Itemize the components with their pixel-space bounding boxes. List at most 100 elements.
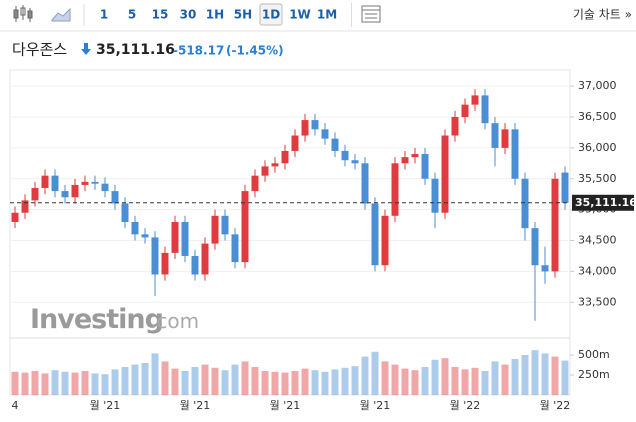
candle-body [371,203,379,266]
interval-button[interactable]: 1 [100,8,108,22]
volume-bar [251,367,259,395]
area-icon[interactable] [51,7,71,22]
candle-body [401,157,409,164]
candle-body [551,178,559,272]
candle-body [91,181,99,184]
volume-tick-label: 500m [578,348,610,361]
volume-bar [191,367,199,395]
volume-bar [271,371,279,395]
interval-button[interactable]: 15 [152,8,169,22]
volume-bar [391,364,399,395]
change: -518.17 [173,44,224,58]
candle-body [171,221,179,253]
x-tick-label: 4 [12,399,19,412]
volume-bar [351,366,359,395]
candle-body [481,95,489,124]
candle-body [431,178,439,213]
candle-body [461,104,469,117]
interval-button[interactable]: 1D [262,8,280,22]
candle-body [101,183,109,192]
candle-body [231,234,239,263]
candle-body [521,178,529,229]
candle-body [341,150,349,161]
table-icon[interactable] [361,5,381,23]
volume-bar [501,364,509,395]
candle-body [251,175,259,192]
candle-body [321,129,329,139]
volume-bar [51,370,59,395]
y-tick-label: 36,500 [578,110,617,123]
x-tick-label: 월 '21 [90,399,121,412]
candle-body [221,215,229,235]
technical-chart-link[interactable]: 기술 차트 » [573,8,632,22]
volume-bar [241,361,249,395]
candle-body [331,138,339,151]
volume-bar [101,374,109,395]
y-tick-label: 37,000 [578,79,617,92]
y-tick-label: 34,500 [578,234,617,247]
volume-bar [461,369,469,395]
volume-bar [381,361,389,395]
interval-button[interactable]: 1W [289,8,311,22]
y-tick-label: 33,500 [578,295,617,308]
candle-icon[interactable] [13,5,33,22]
last-price-label: 35,111.16 [575,196,636,209]
candle-body [201,243,209,275]
candle-body [301,120,309,136]
candle-body [311,120,319,130]
candle-body [531,228,539,266]
volume-bar [541,353,549,395]
volume-bar [141,363,149,395]
price: 35,111.16 [96,42,175,58]
candle-body [451,116,459,136]
candle-body [31,188,39,201]
selected-interval [259,3,283,26]
candle-body [161,252,169,275]
interval-button[interactable]: 5 [128,8,136,22]
candle-body [471,95,479,105]
interval-button[interactable]: 1H [206,8,224,22]
volume-bar [61,371,69,395]
volume-bar [481,371,489,395]
volume-bar [71,372,79,395]
volume-bar [151,353,159,395]
interval-button[interactable]: 1M [317,8,337,22]
volume-bar [211,367,219,395]
volume-bar [411,370,419,395]
candle-body [391,163,399,216]
volume-bar [111,369,119,395]
divider [351,3,352,27]
candle-body [11,212,19,222]
candle-body [141,234,149,238]
candle-body [121,203,129,222]
volume-bar [161,361,169,395]
x-tick-label: 월 '21 [360,399,391,412]
candle-body [561,172,569,203]
volume-bar [511,359,519,395]
volume-bar [521,355,529,395]
volume-bar [321,371,329,395]
candle-body [81,181,89,185]
candle-body [261,166,269,176]
volume-bar [301,368,309,395]
candle-body [281,150,289,164]
volume-bar [221,370,229,395]
candle-body [421,154,429,179]
candle-body [241,191,249,263]
interval-button[interactable]: 30 [180,8,197,22]
volume-bar [31,371,39,395]
volume-bar [21,372,29,395]
interval-button[interactable]: 5H [234,8,252,22]
volume-bar [201,364,209,395]
volume-bar [181,371,189,395]
volume-bar [551,356,559,395]
volume-bar [121,367,129,395]
x-tick-label: 월 '22 [450,399,481,412]
candle-body [181,221,189,256]
plot-frame [9,69,571,396]
candle-body [61,191,69,198]
y-tick-label: 34,000 [578,264,617,277]
candle-body [191,255,199,275]
candle-body [541,265,549,272]
